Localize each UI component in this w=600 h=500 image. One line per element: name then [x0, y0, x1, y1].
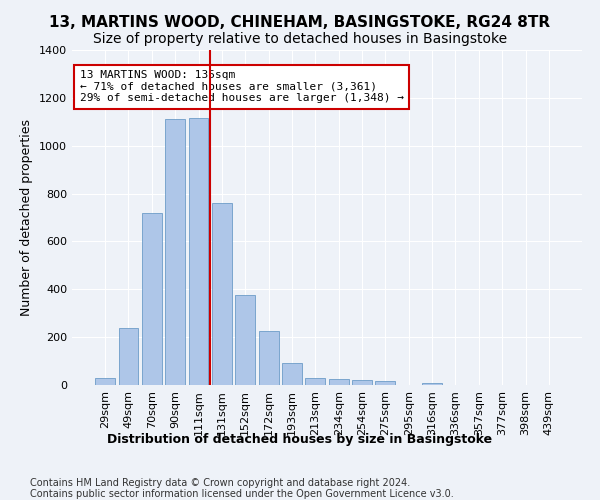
Text: 13, MARTINS WOOD, CHINEHAM, BASINGSTOKE, RG24 8TR: 13, MARTINS WOOD, CHINEHAM, BASINGSTOKE,…	[49, 15, 551, 30]
Bar	[305, 378, 325, 385]
Text: 13 MARTINS WOOD: 135sqm
← 71% of detached houses are smaller (3,361)
29% of semi: 13 MARTINS WOOD: 135sqm ← 71% of detache…	[80, 70, 404, 103]
Bar	[376, 382, 395, 385]
Bar	[282, 364, 302, 385]
Bar	[188, 118, 208, 385]
Bar	[119, 328, 139, 385]
Bar	[235, 296, 255, 385]
Bar	[352, 380, 372, 385]
Y-axis label: Number of detached properties: Number of detached properties	[20, 119, 34, 316]
Bar	[259, 331, 278, 385]
Bar	[329, 379, 349, 385]
Bar	[422, 382, 442, 385]
Bar	[142, 212, 162, 385]
Text: Distribution of detached houses by size in Basingstoke: Distribution of detached houses by size …	[107, 432, 493, 446]
Text: Size of property relative to detached houses in Basingstoke: Size of property relative to detached ho…	[93, 32, 507, 46]
Bar	[212, 203, 232, 385]
Text: Contains HM Land Registry data © Crown copyright and database right 2024.
Contai: Contains HM Land Registry data © Crown c…	[30, 478, 454, 499]
Bar	[165, 120, 185, 385]
Bar	[95, 378, 115, 385]
